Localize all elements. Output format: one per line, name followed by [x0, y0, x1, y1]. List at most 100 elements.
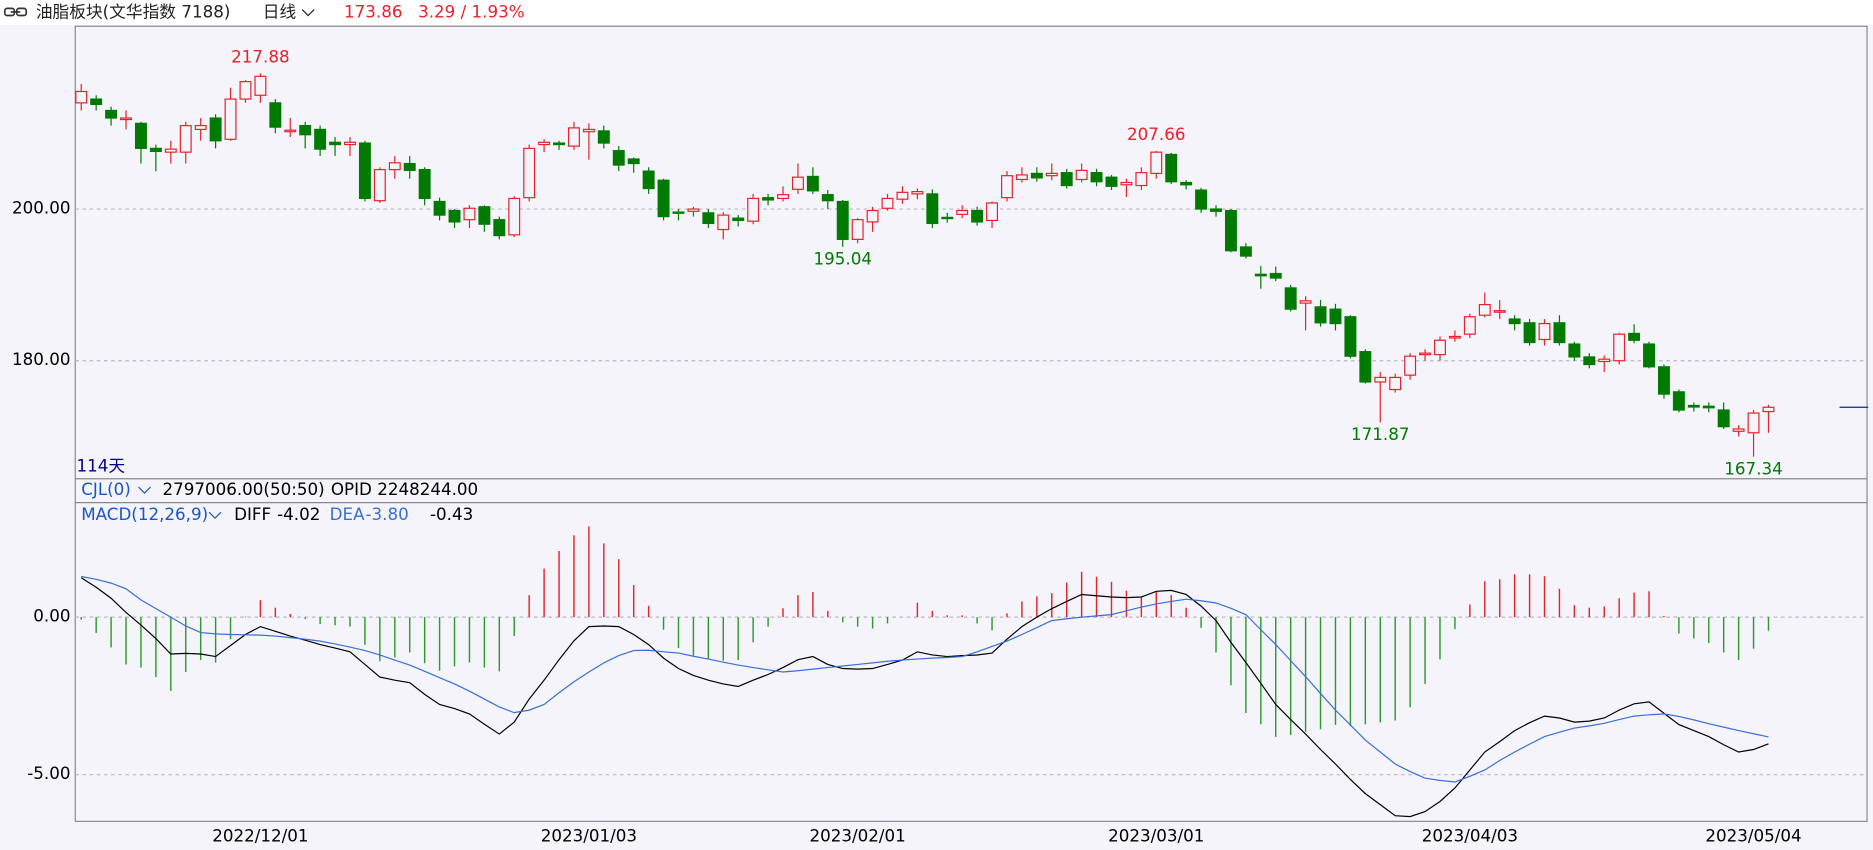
- x-tick-label: 2023/01/03: [541, 825, 637, 845]
- candle-body: [1598, 358, 1611, 363]
- candle-body: [284, 129, 297, 133]
- candle-body: [1448, 335, 1461, 339]
- candle-body: [508, 197, 521, 236]
- candle-body: [120, 117, 132, 121]
- header-bar: [0, 0, 1873, 26]
- link-icon: [3, 7, 28, 17]
- opid-value: OPID 2248244.00: [331, 479, 478, 499]
- candle-body: [1135, 172, 1148, 187]
- candle-body: [926, 193, 939, 225]
- candle-body: [418, 169, 431, 200]
- candle-body: [373, 169, 386, 202]
- candle-body: [478, 206, 491, 225]
- candle-body: [448, 209, 461, 223]
- candle-body: [627, 158, 640, 165]
- diff-value: -4.02: [277, 504, 320, 524]
- candle-body: [344, 141, 356, 146]
- candle-body: [1404, 355, 1417, 376]
- candle-body: [433, 200, 446, 216]
- volume-value: 2797006.00(50:50): [162, 479, 324, 499]
- candle-body: [567, 127, 580, 147]
- candle-body: [777, 194, 789, 200]
- candle-body: [149, 147, 162, 153]
- candle-body: [851, 219, 864, 240]
- candle-body: [105, 109, 118, 119]
- y-tick-label: 0.00: [33, 606, 70, 626]
- candle-body: [1419, 352, 1432, 356]
- candle-body: [164, 148, 177, 153]
- candle-body: [702, 212, 715, 225]
- candle-body: [1180, 181, 1193, 186]
- candle-body: [1374, 376, 1387, 383]
- macd-chevron[interactable]: [208, 511, 222, 519]
- candle-body: [597, 130, 610, 144]
- candle-body: [538, 141, 551, 146]
- candle-body: [1672, 391, 1685, 411]
- candle-body: [986, 202, 999, 222]
- candle-body: [1060, 172, 1073, 187]
- volume-name[interactable]: CJL(0): [81, 479, 131, 499]
- candle-body: [1389, 376, 1402, 391]
- macd-line: [81, 575, 1769, 783]
- candle-body: [911, 191, 924, 195]
- candle-body: [1120, 181, 1133, 186]
- candle-body: [1747, 412, 1760, 434]
- volume-chevron[interactable]: [138, 486, 151, 494]
- candle-body: [1314, 306, 1327, 324]
- candle-body: [941, 216, 954, 220]
- extreme-label: 171.87: [1351, 424, 1409, 444]
- candle-body: [358, 142, 371, 200]
- last-price: 173.86: [344, 2, 402, 22]
- candle-body: [1568, 343, 1581, 358]
- dea-value: -3.80: [366, 504, 409, 524]
- x-tick-label: 2023/04/03: [1422, 825, 1518, 845]
- candle-body: [1239, 246, 1252, 257]
- diff-name: DIFF: [234, 504, 271, 524]
- x-tick-label: 2022/12/01: [212, 825, 308, 845]
- extreme-label: 207.66: [1127, 124, 1185, 144]
- candle-body: [717, 214, 730, 231]
- candle-body: [1613, 333, 1626, 362]
- period-chevron[interactable]: [301, 9, 315, 17]
- panes: [74, 25, 1868, 822]
- candle-body: [1553, 322, 1566, 344]
- period[interactable]: 日线: [263, 2, 297, 22]
- extreme-label: 167.34: [1724, 458, 1782, 478]
- candle-body: [329, 141, 342, 146]
- y-tick-label: -5.00: [27, 763, 70, 783]
- x-tick-label: 2023/03/01: [1108, 825, 1204, 845]
- candle-body: [1269, 272, 1282, 279]
- candle-body: [1224, 209, 1237, 252]
- candle-body: [1359, 351, 1372, 383]
- candle-body: [1105, 176, 1118, 187]
- candle-body: [1717, 409, 1730, 428]
- bar-count: 114天: [76, 455, 125, 475]
- candle-body: [134, 122, 147, 149]
- x-tick-label: 2023/05/04: [1705, 825, 1801, 845]
- macd-title[interactable]: MACD(12,26,9): [81, 504, 208, 524]
- candle-body: [1762, 406, 1775, 413]
- candle-body: [582, 128, 595, 133]
- candle-body: [1254, 273, 1267, 277]
- candle-body: [612, 150, 625, 166]
- candle-body: [1434, 339, 1446, 356]
- candle-body: [821, 194, 834, 202]
- y-tick-label: 200.00: [12, 198, 70, 218]
- candle-body: [1643, 343, 1656, 368]
- candle-body: [75, 90, 88, 104]
- candle-body: [1702, 405, 1715, 409]
- candle-body: [1015, 174, 1028, 181]
- candle-body: [1344, 316, 1357, 357]
- candle-body: [836, 200, 849, 240]
- candle-body: [1687, 404, 1700, 408]
- candle-body: [1508, 318, 1521, 325]
- candle-body: [269, 102, 282, 128]
- candle-body: [971, 209, 984, 223]
- candle-body: [463, 207, 476, 221]
- candle-body: [1045, 172, 1058, 177]
- change: 3.29 / 1.93%: [418, 2, 525, 22]
- candle-body: [553, 142, 566, 146]
- candle-body: [642, 170, 655, 190]
- extreme-label: 195.04: [813, 248, 871, 268]
